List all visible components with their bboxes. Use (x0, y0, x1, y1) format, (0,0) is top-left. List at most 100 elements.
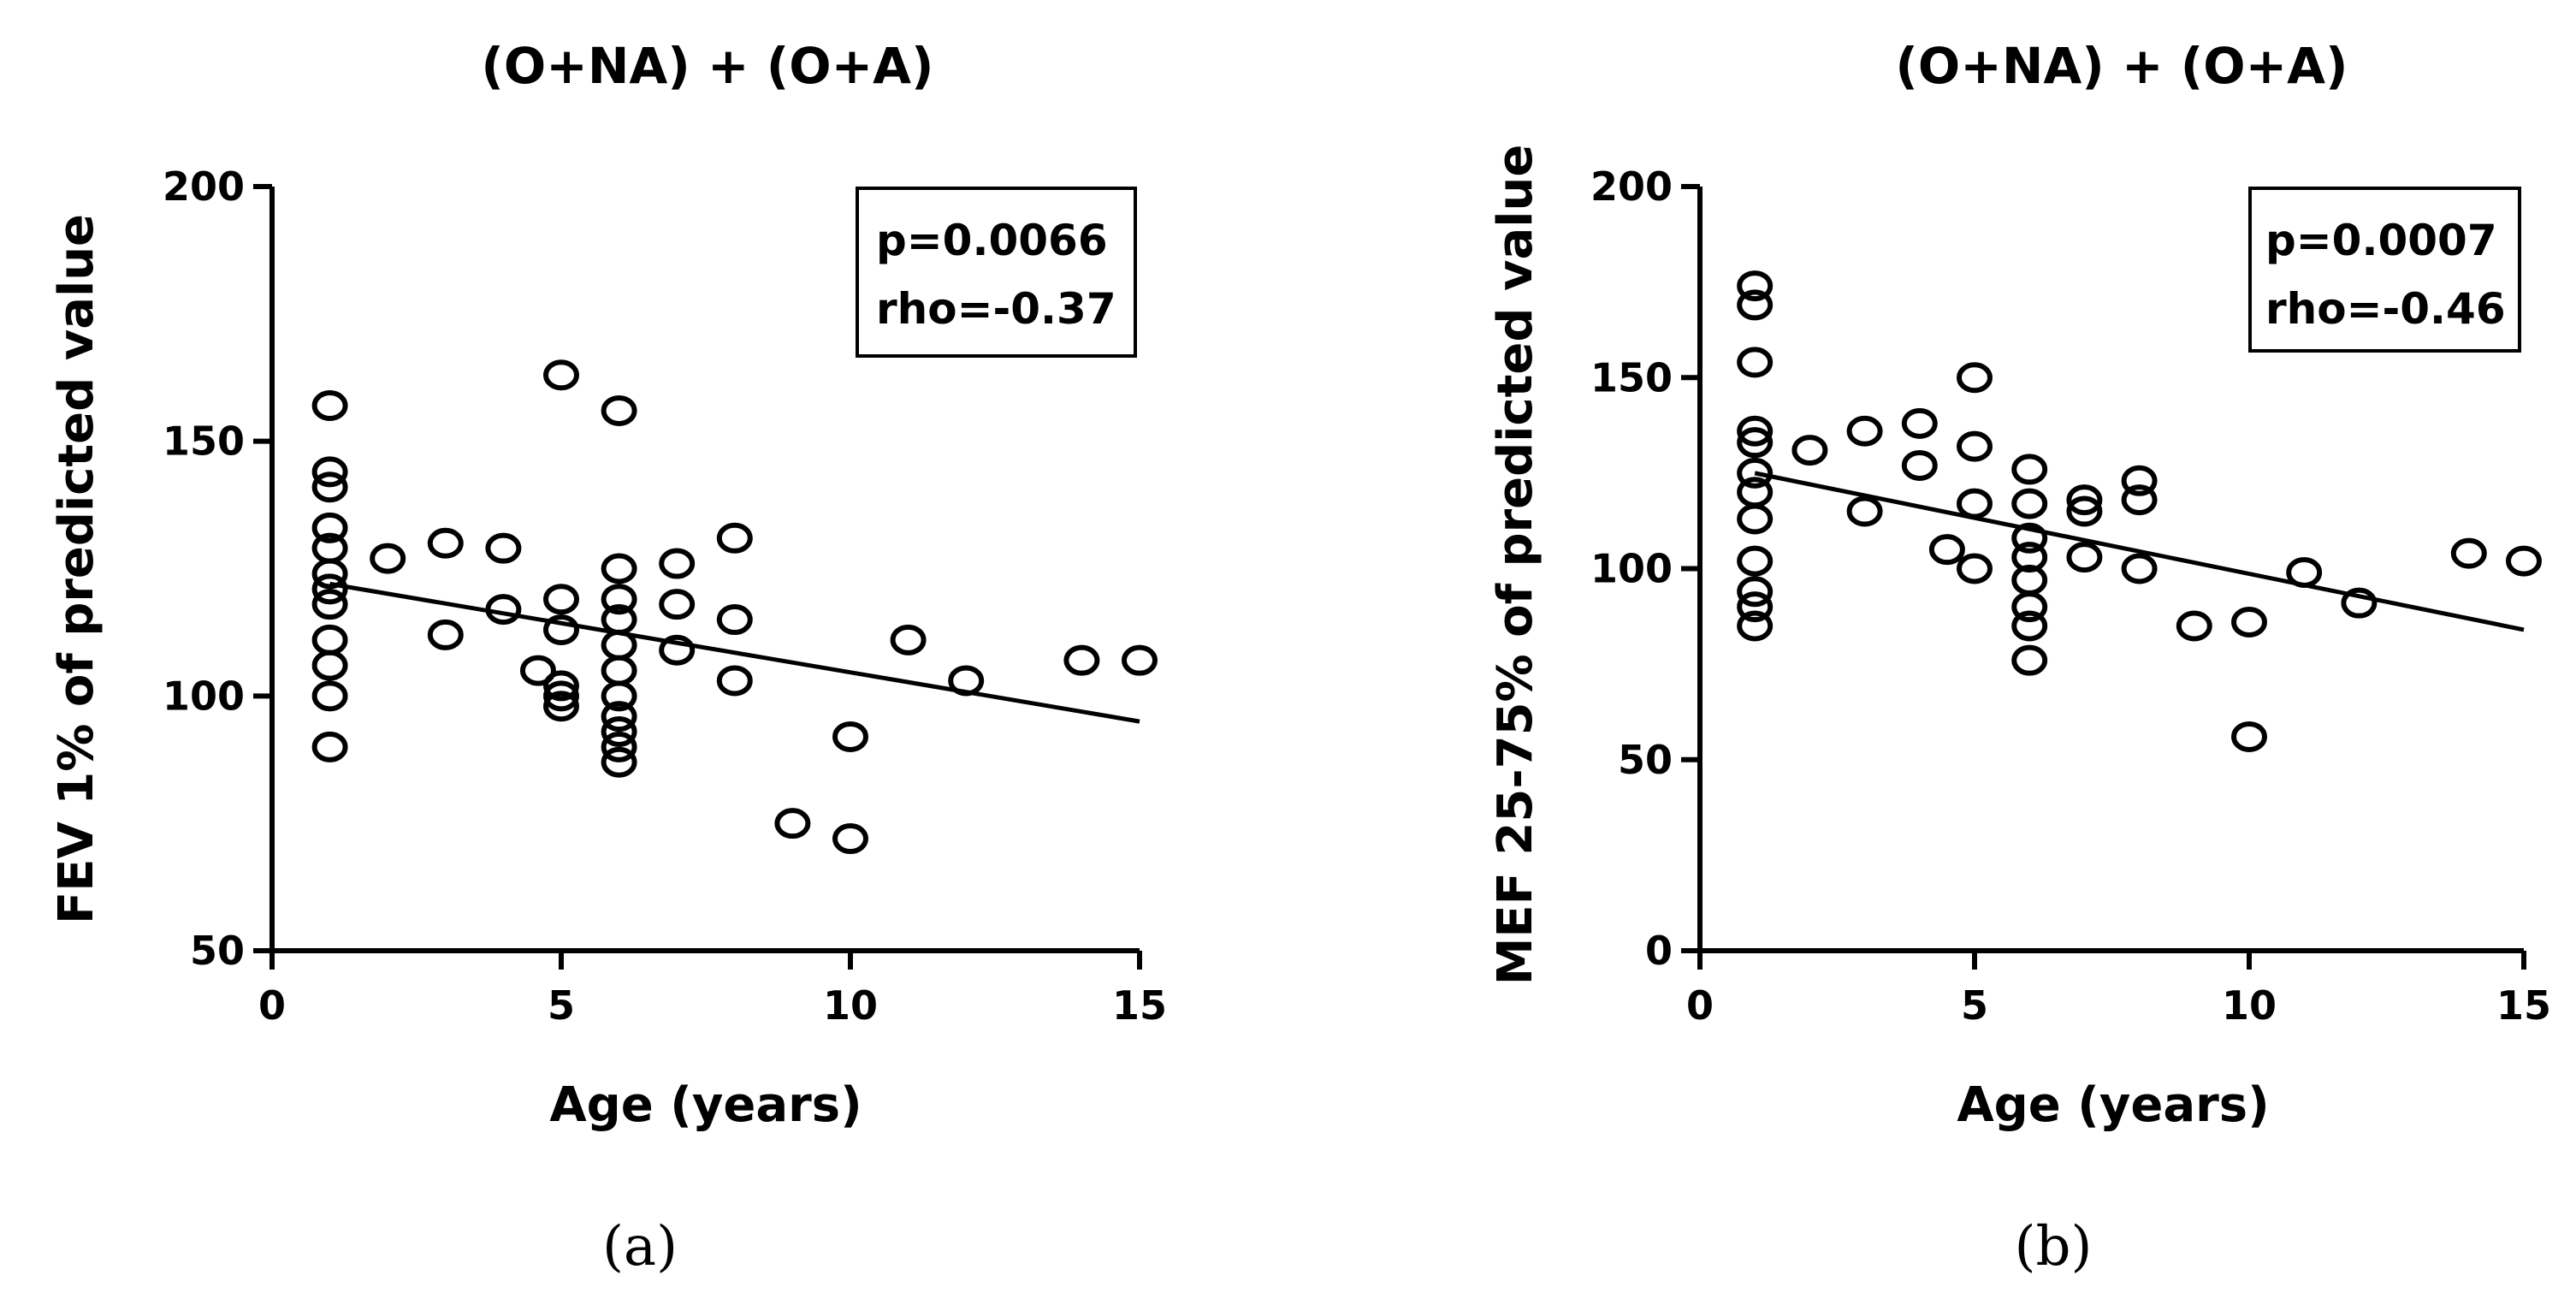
panel-b-data-point (1737, 427, 1774, 459)
panel-b-data-point (1737, 415, 1774, 447)
panel-b-data-point (2066, 484, 2103, 516)
panel-b-fit-line (1754, 471, 2525, 632)
panel-b-data-point (1846, 495, 1883, 527)
panel-b-data-point (2011, 522, 2048, 554)
panel-b-x-tick-label: 5 (1961, 982, 1988, 1029)
panel-b-y-label: MEF 25-75% of predicted value (1488, 145, 1543, 986)
panel-b-data-point (1957, 553, 1993, 584)
panel-a-y-tick-label: 100 (163, 673, 245, 719)
panel-a-data-point (543, 691, 579, 722)
panel-a-data-point (659, 548, 696, 579)
panel-b-data-point (1737, 457, 1774, 489)
panel-b-data-point (1901, 407, 1938, 439)
panel-a-data-point (311, 472, 348, 503)
panel-a-data-point (311, 731, 348, 762)
panel-b-data-point (2011, 488, 2048, 519)
panel-a-data-point (601, 394, 637, 426)
panel-a-data-point (311, 680, 348, 712)
panel-a-x-tick-label: 0 (258, 982, 286, 1029)
panel-a-data-point (485, 594, 522, 626)
panel-a-p-value: p=0.0066 (876, 216, 1108, 265)
panel-a-data-point (370, 543, 406, 574)
panel-a-data-point (659, 634, 696, 666)
panel-a-data-point (543, 584, 579, 615)
panel-a-y-tick-label: 200 (163, 163, 245, 210)
panel-a-data-point (311, 456, 348, 488)
panel-b-data-point (1957, 362, 1993, 394)
panel-a-data-point (832, 823, 868, 855)
panel-a-title: (O+NA) + (O+A) (481, 37, 933, 95)
panel-a-chart: (O+NA) + (O+A) 50 100 150 200 0 5 10 15 FEV 1%… (49, 37, 1167, 1278)
panel-b-data-point (2011, 542, 2048, 573)
panel-b-x-tick-label: 10 (2222, 982, 2277, 1029)
panel-a-data-point (485, 532, 522, 564)
panel-b-data-point (1737, 545, 1774, 577)
panel-a-x-tick-label: 10 (823, 982, 878, 1029)
panel-a-fit-line (329, 581, 1140, 724)
panel-a-data-point (1063, 644, 1100, 676)
panel-a-data-point (519, 655, 556, 686)
panel-b-y-tick-label: 100 (1590, 546, 1673, 592)
panel-a-data-point (659, 589, 696, 620)
panel-a-data-point (948, 665, 985, 697)
panel-a-data-point (1122, 644, 1158, 676)
panel-b-data-point (1737, 347, 1774, 378)
panel-b-data-point (2011, 591, 2048, 623)
panel-b-data-point (2011, 610, 2048, 642)
panel-a-data-point (311, 573, 348, 605)
panel-b-x-label: Age (years) (1957, 1077, 2269, 1133)
panel-a-data-point (601, 584, 637, 615)
panel-b-x-tick-label: 15 (2496, 982, 2551, 1029)
panel-a-stats-box (856, 187, 1137, 358)
panel-b-data-point (2506, 545, 2542, 577)
panel-b-data-point (2011, 454, 2048, 485)
panel-a-y-label: FEV 1% of predicted value (49, 214, 104, 924)
panel-a-data-point (601, 655, 637, 686)
panel-a-data-point (311, 589, 348, 620)
panel-a-data-point (311, 512, 348, 543)
panel-b-data-point (1901, 449, 1938, 481)
panel-b-label: (b) (2015, 1215, 2093, 1278)
panel-b-rho-value: rho=-0.46 (2265, 284, 2506, 334)
panel-b-data-point (2011, 644, 2048, 676)
panel-b-data-point (2176, 610, 2212, 642)
panel-b-data-point (1737, 610, 1774, 642)
panel-a-data-point (601, 716, 637, 748)
panel-b-x-tick-label: 0 (1686, 982, 1714, 1029)
panel-a-data-point (427, 619, 464, 650)
panel-a-data-point (601, 629, 637, 661)
panel-b-p-value: p=0.0007 (2265, 216, 2497, 265)
panel-a-data-point (543, 359, 579, 391)
panel-a-data-point (543, 680, 579, 712)
panel-b-data-point (1737, 477, 1774, 508)
panel-a-data-point (601, 553, 637, 584)
panel-a-data-point (311, 650, 348, 681)
panel-a-data-point (832, 721, 868, 752)
panel-b-data-point (1791, 435, 1828, 466)
panel-a-y-tick-label: 50 (190, 928, 245, 974)
panel-a-data-point (311, 389, 348, 421)
panel-a-x-label: Age (years) (549, 1077, 862, 1133)
panel-b-data-point (2066, 495, 2103, 527)
panel-b-data-point (2066, 542, 2103, 573)
panel-b-data-point (1737, 503, 1774, 535)
panel-a-data-point (311, 624, 348, 655)
panel-b-data-point (1846, 415, 1883, 447)
panel-b-data-point (1957, 430, 1993, 462)
panel-a-data-point (543, 670, 579, 702)
panel-a-data-point (716, 665, 753, 697)
panel-b-data-point (2121, 553, 2158, 584)
panel-b-chart: (O+NA) + (O+A) 0 50 100 150 200 0 5 10 15 MEF 2… (1488, 37, 2551, 1278)
panel-b-data-point (2286, 556, 2323, 588)
panel-a-rho-value: rho=-0.37 (876, 284, 1116, 334)
panel-b-data-point (2341, 587, 2378, 619)
panel-a-data-point (543, 614, 579, 645)
panel-a-x-tick-label: 5 (548, 982, 575, 1029)
panel-a-data-point (601, 731, 637, 762)
panel-a-data-point (890, 624, 927, 655)
panel-b-data-point (2450, 537, 2487, 569)
panel-a-data-point (716, 522, 753, 554)
panel-b-data-point (1737, 270, 1774, 302)
panel-b-data-point (2231, 607, 2267, 638)
